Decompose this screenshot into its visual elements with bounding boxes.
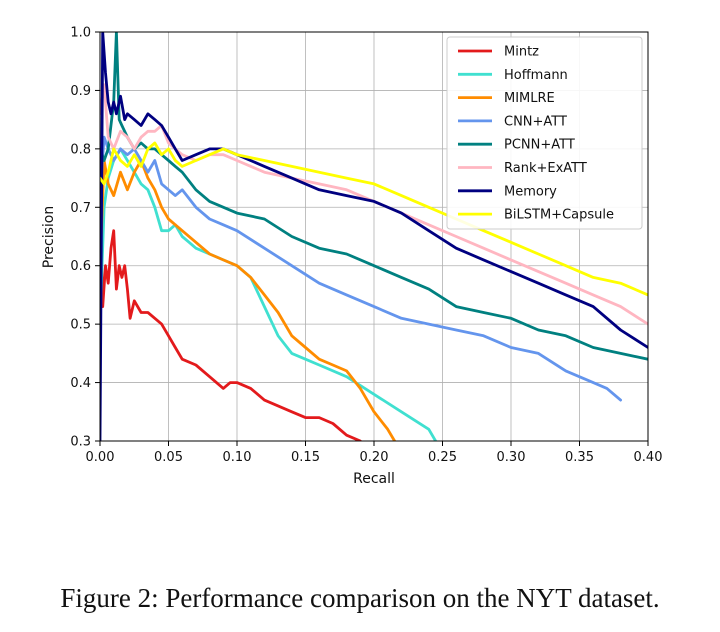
y-tick-label: 1.0 (70, 26, 91, 41)
x-tick-label: 0.25 (428, 450, 457, 465)
legend-label-pcnn-att: PCNN+ATT (504, 138, 575, 153)
y-tick-label: 0.4 (70, 376, 91, 391)
y-axis-title: Precision (41, 206, 57, 268)
series-line-mintz (100, 205, 362, 441)
y-tick-label: 0.8 (70, 142, 91, 157)
x-tick-label: 0.40 (634, 450, 663, 465)
legend-label-memory: Memory (504, 184, 557, 199)
y-tick-label: 0.9 (70, 84, 91, 99)
series-line-memory (100, 32, 648, 441)
legend-label-bilstm-capsule: BiLSTM+Capsule (504, 208, 614, 223)
series-line-bilstm-capsule (100, 141, 648, 297)
x-tick-label: 0.05 (154, 450, 183, 465)
y-tick-label: 0.7 (70, 201, 91, 216)
legend: Mintz Hoffmann MIMLRE CNN+ATT PCNN+ATT Rank+E… (446, 36, 643, 230)
legend-box (446, 36, 643, 230)
x-tick-label: 0.35 (565, 450, 594, 465)
legend-label-cnn-att: CNN+ATT (504, 114, 567, 129)
series-line-cnn-att (100, 135, 622, 402)
legend-label-mintz: Mintz (504, 45, 539, 60)
x-tick-label: 0.00 (86, 450, 115, 465)
series-line-pcnn-att (100, 32, 648, 361)
legend-label-mimlre: MIMLRE (504, 91, 555, 106)
y-tick-label: 0.3 (70, 435, 91, 450)
x-tick-label: 0.20 (360, 450, 389, 465)
axis-ticks: 0.00 0.05 0.10 0.15 0.20 0.25 0.30 0.35 0.40 0.3 0… (70, 26, 662, 466)
legend-label-rank-exatt: Rank+ExATT (504, 161, 587, 176)
series-line-mimlre (100, 159, 397, 441)
x-axis-title: Recall (353, 471, 395, 487)
series-line-rank-exatt (100, 83, 648, 326)
figure-caption: Figure 2: Performance comparison on the … (60, 583, 660, 613)
x-tick-label: 0.10 (223, 450, 252, 465)
series-line-hoffmann (100, 147, 438, 441)
legend-label-hoffmann: Hoffmann (504, 68, 568, 83)
y-tick-label: 0.6 (70, 259, 91, 274)
series-lines (100, 32, 648, 441)
precision-recall-chart: 0.00 0.05 0.10 0.15 0.20 0.25 0.30 0.35 0.40 0.3 0… (41, 26, 662, 488)
y-tick-label: 0.5 (70, 318, 91, 333)
x-tick-label: 0.15 (291, 450, 320, 465)
x-tick-label: 0.30 (497, 450, 526, 465)
